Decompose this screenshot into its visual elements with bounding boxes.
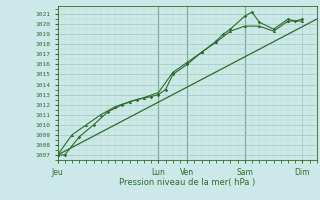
X-axis label: Pression niveau de la mer( hPa ): Pression niveau de la mer( hPa ) — [119, 178, 255, 187]
